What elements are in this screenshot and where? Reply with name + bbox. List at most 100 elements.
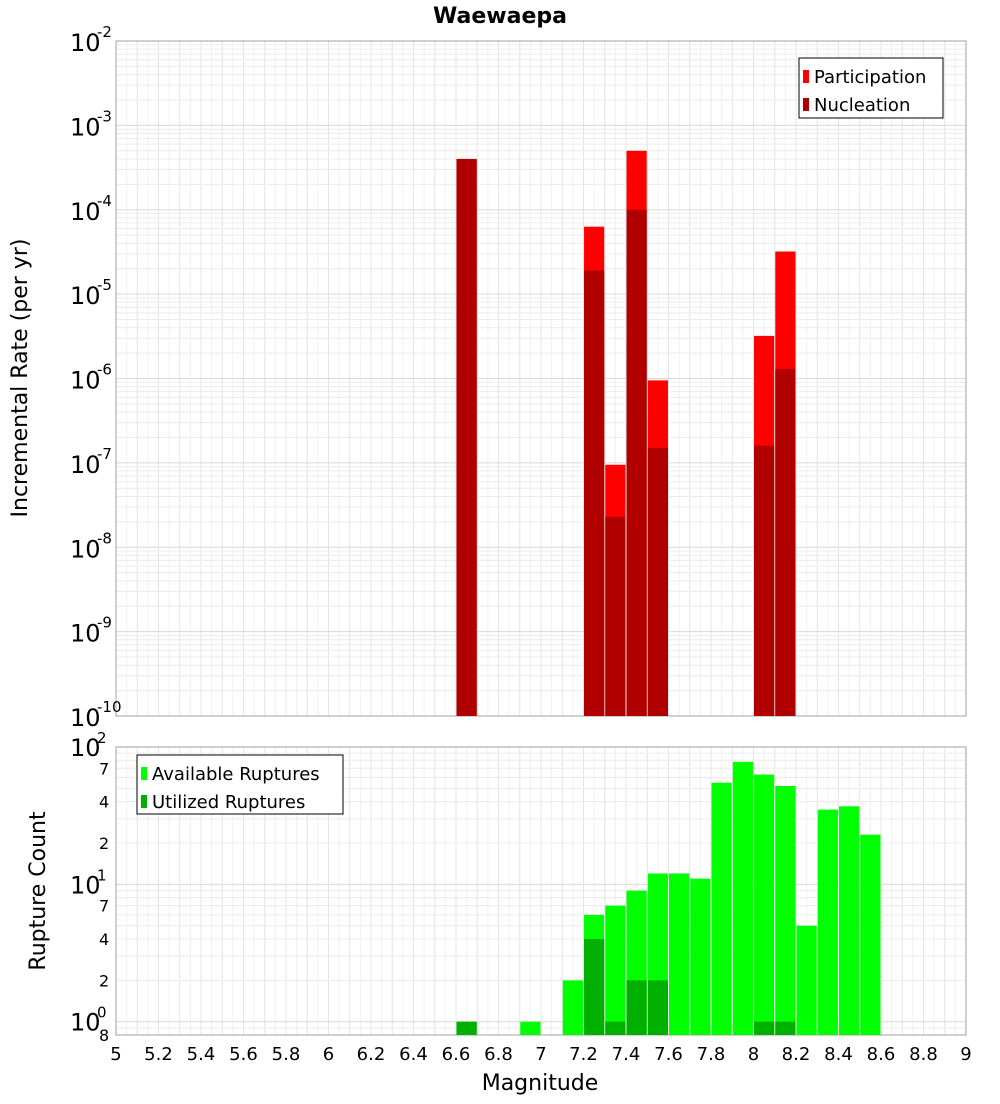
y-tick-base: 10 [70,620,101,648]
utilized-ruptures-bar [775,1021,796,1035]
utilized-ruptures-bar [626,980,647,1035]
y-tick-base: 10 [70,451,101,479]
y-tick-base: 10 [70,198,101,226]
top-legend-swatch [803,70,809,83]
y-tick-exponent: -10 [97,698,122,716]
top-legend-label: Nucleation [814,95,910,116]
available-ruptures-bar [732,761,753,1035]
top-y-tick: 10-9 [70,614,112,648]
y-tick-base: 10 [70,282,101,310]
top-panel-grid [115,41,967,717]
y-tick-base: 10 [70,29,101,57]
y-minor-tick-label: 7 [99,759,109,778]
bottom-y-axis-label: Rupture Count [26,811,51,971]
y-tick-exponent: -7 [97,445,112,463]
available-ruptures-bar [817,809,838,1035]
x-tick-label: 6.6 [442,1044,471,1065]
y-minor-tick-label: 2 [99,834,109,853]
available-ruptures-bar [711,782,732,1035]
top-legend-swatch [803,98,809,111]
top-y-tick-labels: 10-210-310-410-510-610-710-810-910-10 [70,23,122,732]
x-tick-label: 5.4 [187,1044,216,1065]
y-tick-base: 10 [70,535,101,563]
x-tick-label: 5.2 [144,1044,173,1065]
top-y-tick: 10-5 [70,276,112,310]
nucleation-bar [456,158,477,717]
x-tick-label: 8 [748,1044,759,1065]
top-y-tick: 10-8 [70,529,112,563]
y-tick-exponent: 2 [97,729,107,747]
x-tick-label: 8.6 [867,1044,896,1065]
y-tick-exponent: -2 [97,23,112,41]
available-ruptures-bar [839,806,860,1035]
bottom-y-major-tick: 102 [70,729,107,762]
nucleation-bar [754,445,775,716]
available-ruptures-bar [796,925,817,1035]
available-ruptures-bar [605,905,626,1035]
nucleation-bar [584,270,605,716]
y-tick-exponent: -3 [97,107,112,125]
utilized-ruptures-bar [456,1021,477,1035]
x-tick-label: 6 [323,1044,334,1065]
y-tick-base: 10 [70,871,101,899]
x-tick-label: 5 [110,1044,121,1065]
y-tick-exponent: 1 [97,866,107,884]
y-minor-tick-label: 8 [99,1026,109,1045]
bottom-legend: Available Ruptures Utilized Ruptures [136,754,344,815]
nucleation-bar [605,516,626,716]
utilized-ruptures-series [456,939,796,1035]
available-ruptures-bar [754,774,775,1035]
available-ruptures-bar [775,786,796,1035]
x-tick-label: 8.2 [782,1044,811,1065]
y-tick-base: 10 [70,1009,101,1037]
top-y-tick: 10-3 [70,107,112,141]
chart-title: Waewaepa [433,4,567,29]
top-y-axis-label: Incremental Rate (per yr) [8,239,33,518]
x-tick-label: 7.6 [654,1044,683,1065]
x-tick-label: 6.8 [484,1044,513,1065]
bottom-panel-frame [115,746,967,1036]
nucleation-bar [626,209,647,716]
x-tick-label: 7.8 [697,1044,726,1065]
nucleation-bar [775,368,796,716]
x-tick-labels: 5 5.2 5.4 5.6 5.8 6 6.2 6.4 6.6 6.8 7 7.2 7.4 7.6 7.8 8… [110,1044,971,1065]
y-tick-exponent: 0 [97,1004,107,1022]
bottom-y-major-tick: 100 [70,1004,107,1037]
available-ruptures-series [456,761,881,1035]
top-y-tick: 10-4 [70,192,112,226]
available-ruptures-bar [860,834,881,1035]
bottom-legend-swatch [141,795,147,808]
y-tick-exponent: -8 [97,529,112,547]
y-minor-tick-label: 4 [99,793,109,812]
y-tick-exponent: -9 [97,614,112,632]
bottom-legend-label: Available Ruptures [152,764,320,785]
nucleation-series [456,158,796,717]
y-tick-base: 10 [70,704,101,732]
top-legend-label: Participation [814,67,926,88]
x-tick-label: 8.4 [824,1044,853,1065]
utilized-ruptures-bar [605,1021,626,1035]
available-ruptures-bar [690,878,711,1035]
x-tick-label: 8.8 [909,1044,938,1065]
top-panel-frame [115,40,967,717]
top-y-tick: 10-2 [70,23,112,57]
utilized-ruptures-bar [584,939,605,1035]
y-minor-tick-label: 2 [99,971,109,990]
top-y-tick: 10-6 [70,361,112,395]
y-tick-exponent: -6 [97,361,112,379]
bottom-legend-swatch [141,767,147,780]
y-tick-exponent: -4 [97,192,112,210]
y-tick-exponent: -5 [97,276,112,294]
x-tick-label: 7.2 [569,1044,598,1065]
available-ruptures-bar [562,980,583,1035]
nucleation-bar [647,448,668,716]
x-tick-label: 5.8 [272,1044,301,1065]
bottom-y-major-tick: 101 [70,866,107,899]
top-legend: Participation Nucleation [798,57,944,119]
x-tick-label: 5.6 [229,1044,258,1065]
y-tick-base: 10 [70,113,101,141]
x-axis-label: Magnitude [482,1071,599,1096]
